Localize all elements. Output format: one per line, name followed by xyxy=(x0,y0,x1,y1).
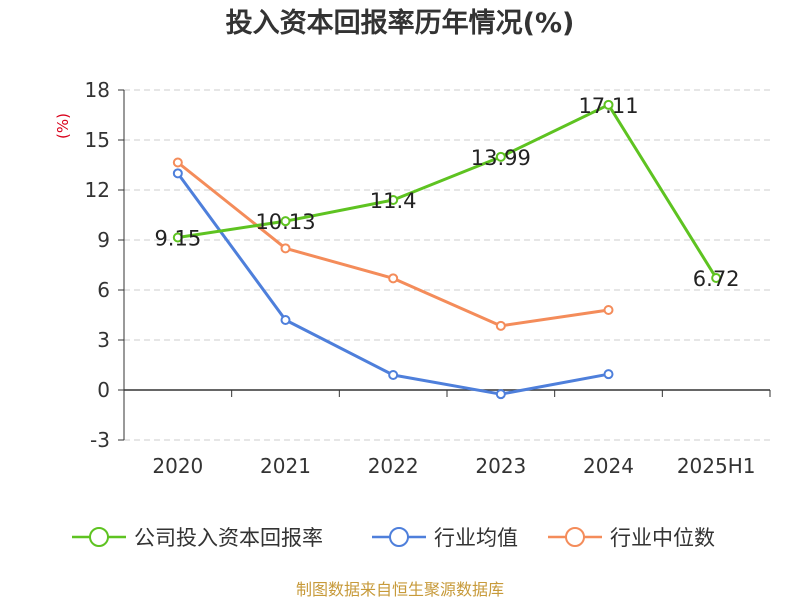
data-point xyxy=(603,369,614,380)
data-point xyxy=(603,99,614,110)
series-lines xyxy=(172,99,722,400)
data-point xyxy=(495,389,506,400)
legend-swatch-marker xyxy=(389,527,409,547)
data-label: 11.4 xyxy=(370,189,417,213)
data-point xyxy=(172,168,183,179)
data-point xyxy=(388,273,399,284)
x-tick-label: 2024 xyxy=(583,454,634,478)
legend-label: 行业均值 xyxy=(434,526,518,550)
y-tick-label: 12 xyxy=(85,178,110,202)
data-label: 9.15 xyxy=(154,227,201,251)
data-label: 17.11 xyxy=(578,94,638,118)
legend-swatch-marker xyxy=(565,527,585,547)
data-point xyxy=(603,305,614,315)
data-label: 13.99 xyxy=(471,146,531,170)
chart-title: 投入资本回报率历年情况(%) xyxy=(226,7,575,39)
y-tick-label: 6 xyxy=(97,278,110,302)
series-line xyxy=(176,103,718,280)
x-tick-label: 2021 xyxy=(260,454,311,478)
series-line xyxy=(176,161,610,328)
data-labels: 9.15 10.13 11.4 13.99 17.11 6.72 xyxy=(154,94,739,291)
y-tick-label: 3 xyxy=(97,328,110,352)
data-point xyxy=(495,151,506,162)
x-tick-label: 2025H1 xyxy=(677,454,756,478)
legend-label: 公司投入资本回报率 xyxy=(134,526,323,550)
data-label: 10.13 xyxy=(255,210,315,234)
legend: 公司投入资本回报率 行业均值 行业中位数 xyxy=(72,526,715,550)
legend-swatch-marker xyxy=(89,527,109,547)
y-axis-unit-label: (%) xyxy=(54,113,72,139)
x-tick-label: 2022 xyxy=(368,454,419,478)
y-tick-label: 18 xyxy=(85,78,110,102)
source-note: 制图数据来自恒生聚源数据库 xyxy=(296,580,504,599)
y-tick-label: 15 xyxy=(85,128,110,152)
axes: 18 15 12 9 6 3 0 -3 2020 2021 2022 2023 2024 2025H1 xyxy=(85,78,771,478)
data-label: 6.72 xyxy=(693,267,740,291)
data-point xyxy=(172,232,183,243)
x-tick-label: 2020 xyxy=(152,454,203,478)
y-tick-label: 9 xyxy=(97,228,110,252)
data-point xyxy=(280,216,291,227)
data-point xyxy=(711,273,722,283)
data-point xyxy=(388,195,399,205)
y-tick-label: 0 xyxy=(97,378,110,402)
data-point xyxy=(388,370,399,380)
legend-label: 行业中位数 xyxy=(610,526,715,550)
data-point xyxy=(280,315,291,325)
data-point xyxy=(495,320,506,331)
data-point xyxy=(172,157,183,168)
grid-lines xyxy=(124,89,770,441)
y-tick-label: -3 xyxy=(90,428,110,452)
x-tick-label: 2023 xyxy=(475,454,526,478)
data-point xyxy=(280,243,291,254)
